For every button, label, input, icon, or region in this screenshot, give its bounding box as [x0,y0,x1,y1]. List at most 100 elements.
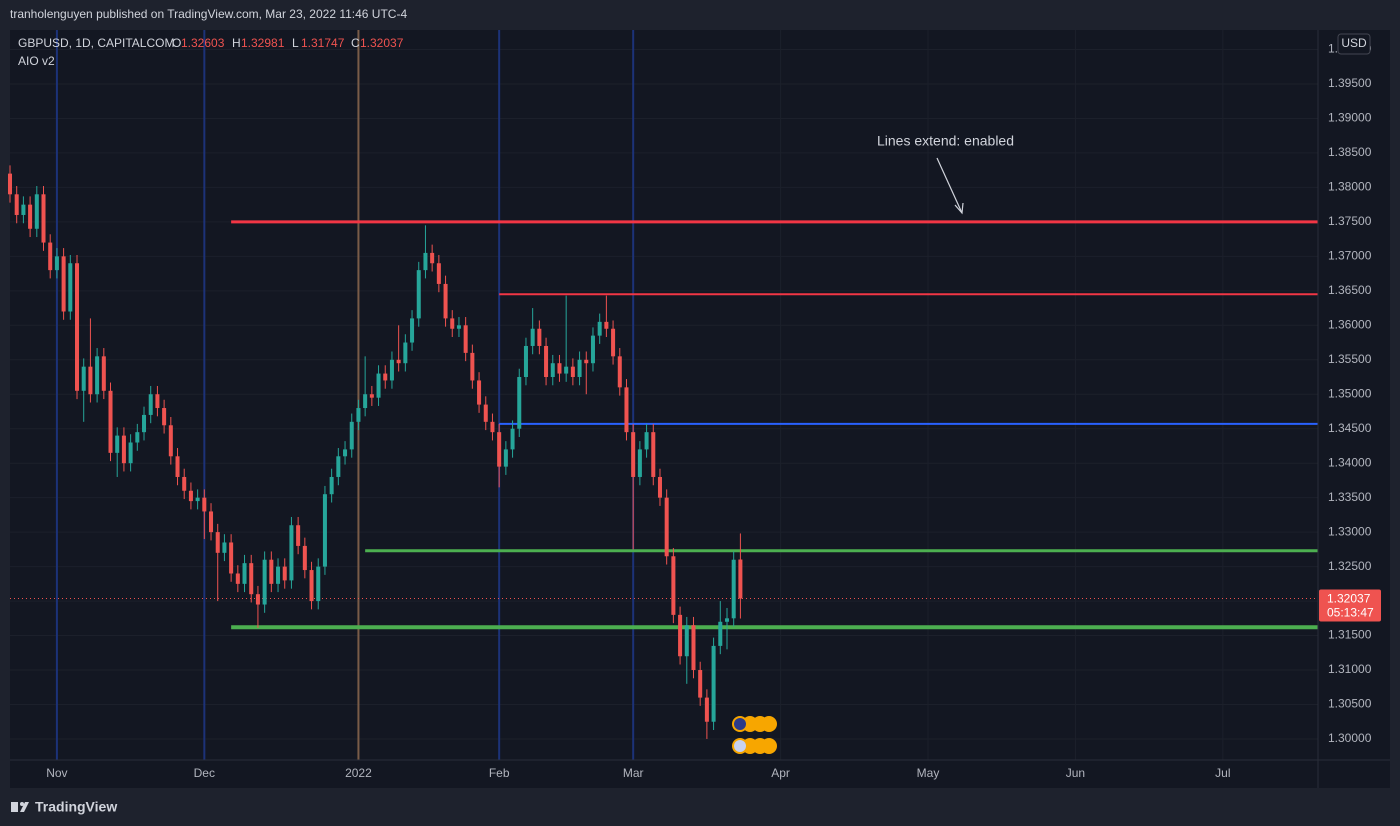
ohlc-letter: C [351,36,360,50]
candle-body [718,621,723,646]
candle-body [269,559,274,584]
candle-body [711,645,716,722]
y-tick-label: 1.34000 [1328,455,1372,469]
month-lines [55,30,635,760]
y-tick-label: 1.37000 [1328,249,1372,263]
candle-body [322,494,327,567]
candle-body [611,328,616,357]
y-tick-label: 1.33000 [1328,524,1372,538]
candle-body [242,563,247,584]
ohlc-letter: L [292,36,299,50]
candle-body [644,432,649,450]
candle-body [396,359,401,364]
y-tick-label: 1.37500 [1328,214,1372,228]
x-tick-label: Jun [1066,766,1085,780]
candle-body [296,525,301,546]
last-price-box [1319,589,1381,622]
candle-body [356,408,361,422]
ohlc-value: 1.31747 [301,36,345,50]
currency-box[interactable] [1337,33,1371,55]
candle-body [128,442,133,464]
candle-body [537,328,542,346]
candle-body [403,342,408,364]
logo-mark [11,802,18,812]
x-tick-label: May [917,766,940,780]
candle-body [456,325,461,329]
candle-body [255,594,260,605]
candle-body [195,497,200,502]
ohlc-value: 1.32981 [241,36,285,50]
x-tick-label: 2022 [345,766,372,780]
levels [10,220,1318,630]
candle-body [302,545,307,571]
candle-body [74,263,80,391]
candle-body [115,435,120,453]
event-icon [761,716,777,732]
y-tick-label: 1.36000 [1328,317,1372,331]
y-tick-label: 1.35500 [1328,352,1372,366]
candle-body [222,542,227,553]
candle-body [423,252,428,271]
x-tick-label: Apr [771,766,790,780]
event-flag [734,718,746,730]
ohlc-value: 1.32603 [181,36,225,50]
candle-body [664,497,669,557]
last-price-label: 1.32037 [1327,592,1371,606]
annotation-arrowhead [954,202,964,215]
candle-body [7,173,13,195]
candle-body [21,204,26,215]
candle-body [550,363,555,378]
candle-body [249,563,254,595]
candle-body [430,252,435,264]
brand: TradingView [35,799,117,815]
candle-body [590,335,595,364]
candle-body [202,497,207,512]
logo-mark [20,802,29,812]
candle-body [651,432,656,477]
candle-body [376,373,381,398]
chart-panel [10,30,1390,788]
y-tick-label: 1.36500 [1328,283,1372,297]
candle-body [389,359,394,381]
logo-mark [20,802,24,806]
y-tick-label: 1.31000 [1328,662,1372,676]
y-tick-label: 1.30500 [1328,697,1372,711]
candle-body [135,432,140,443]
candle-body [463,325,468,353]
publish-info: tranholenguyen published on TradingView.… [10,7,407,21]
candle-body [436,263,441,284]
candle-body [517,377,522,429]
y-tick-label: 1.39500 [1328,76,1372,90]
candle-body [671,556,676,615]
candle-body [121,435,126,464]
candle-body [142,414,147,433]
candle-body [443,283,448,319]
candle-body [336,456,341,477]
candle-body [101,356,106,391]
candle-body [570,366,575,378]
candle-body [148,394,153,415]
candles [7,165,743,739]
candle-body [604,321,609,329]
candle-body [631,432,636,477]
candle-body [410,318,415,343]
candle-body [637,449,642,477]
candle-body [282,566,287,581]
candle-body [276,566,281,584]
candle-body [684,625,689,657]
candle-body [731,559,736,619]
candle-body [577,359,582,378]
candle-body [61,256,66,312]
candle-body [48,242,53,271]
y-tick-label: 1.31500 [1328,628,1372,642]
countdown: 05:13:47 [1327,606,1374,620]
x-tick-label: Nov [46,766,67,780]
event-flag [734,740,746,752]
candle-body [363,394,368,409]
brand-logo [11,802,29,812]
candle-body [168,425,173,457]
candle-body [564,366,569,374]
candle-body [657,476,662,498]
y-tick-label: 1.32500 [1328,559,1372,573]
